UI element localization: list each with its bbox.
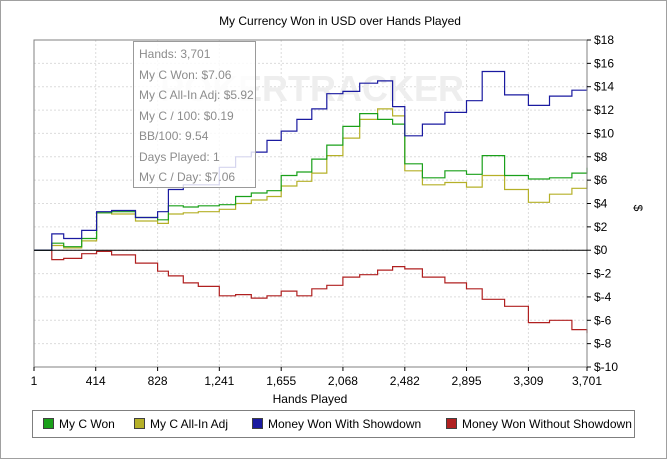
series-line-my-c-won [34, 113, 588, 251]
y-tick-label: $8 [594, 150, 608, 164]
x-tick-label: 2,482 [390, 374, 420, 388]
y-tick-label: $16 [594, 56, 614, 70]
legend-swatch [446, 418, 457, 429]
x-tick-label: 3,309 [513, 374, 543, 388]
legend-label: Money Won With Showdown [268, 417, 422, 431]
y-tick-label: $6 [594, 173, 608, 187]
x-tick-label: 1 [31, 374, 38, 388]
y-tick-label: $-8 [594, 337, 612, 351]
y-tick-label: $0 [594, 243, 608, 257]
legend: My C Won My C All-In Adj Money Won With … [32, 410, 635, 438]
x-axis-title: Hands Played [273, 392, 348, 406]
tooltip-days: Days Played: 1 [139, 149, 220, 164]
legend-label: My C Won [59, 417, 115, 431]
tooltip-perday: My C / Day: $7.06 [139, 170, 236, 184]
x-tick-label: 2,895 [452, 374, 482, 388]
legend-label: Money Won Without Showdown [462, 417, 632, 431]
y-tick-label: $-2 [594, 267, 612, 281]
series-line-my-c-all-in-adj [34, 108, 588, 251]
x-tick-label: 414 [86, 374, 106, 388]
series-layer [34, 70, 588, 334]
series-line-money-won-with-showdown [34, 70, 588, 251]
hover-tooltip: Hands: 3,701 My C Won: $7.06 My C All-In… [133, 41, 256, 188]
y-tick-label: $2 [594, 220, 608, 234]
y-tick-label: $-10 [594, 360, 618, 374]
chart-title: My Currency Won in USD over Hands Played [219, 14, 461, 28]
x-tick-label: 1,655 [266, 374, 296, 388]
x-tick-label: 1,241 [204, 374, 234, 388]
x-tick-label: 2,068 [328, 374, 358, 388]
y-tick-label: $10 [594, 126, 614, 140]
tooltip-per100: My C / 100: $0.19 [139, 108, 234, 123]
legend-swatch [43, 418, 54, 429]
legend-label: My C All-In Adj [150, 417, 229, 431]
legend-swatch [134, 418, 145, 429]
y-tick-label: $18 [594, 33, 614, 47]
x-tick-label: 3,701 [572, 374, 602, 388]
x-axis: 1 414 828 1,241 1,655 2,068 2,482 2,895 3,309 3,7… [31, 367, 602, 388]
tooltip-bb100: BB/100: 9.54 [139, 129, 209, 143]
y-tick-label: $12 [594, 103, 614, 117]
y-tick-label: $-6 [594, 313, 612, 327]
tooltip-allin: My C All-In Adj: $5.92 [139, 88, 254, 102]
x-tick-label: 828 [148, 374, 168, 388]
y-tick-label: $-4 [594, 290, 612, 304]
y-tick-label: $14 [594, 80, 614, 94]
y-tick-label: $4 [594, 197, 608, 211]
tooltip-won: My C Won: $7.06 [139, 67, 232, 82]
tooltip-hands: Hands: 3,701 [139, 47, 211, 61]
series-line-money-won-without-showdown [34, 249, 588, 334]
y-axis: $18 $16 $14 $12 $10 $8 $6 $4 $2 $0 $-2 $-4 $-6 $-8 $-1… [587, 33, 618, 374]
legend-swatch [252, 418, 263, 429]
y-axis-title: $ [631, 205, 645, 212]
